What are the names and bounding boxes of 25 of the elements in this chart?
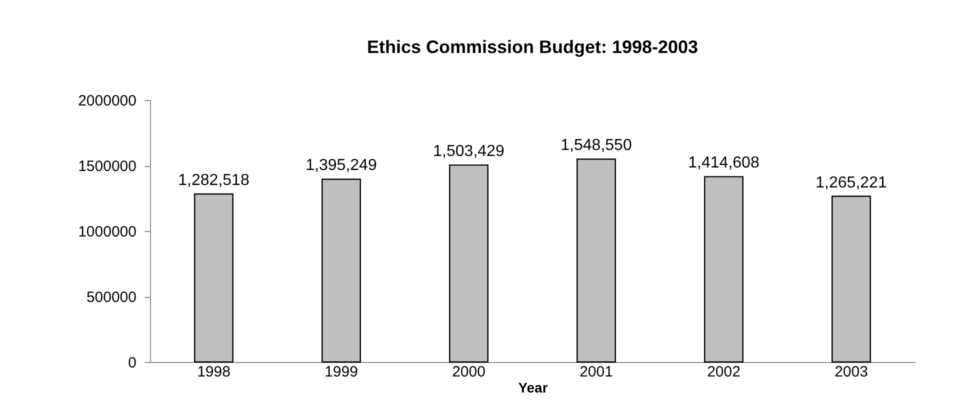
- x-tick-label: 2002: [707, 364, 740, 380]
- bar: [194, 193, 234, 363]
- data-label: 1,548,550: [560, 137, 632, 154]
- x-tick-label: 1999: [324, 364, 358, 380]
- y-tick-label: 1500000: [78, 158, 136, 175]
- x-tick-label: 2001: [580, 364, 613, 380]
- x-tick-label: 2000: [452, 364, 486, 380]
- data-label: 1,282,518: [178, 172, 250, 189]
- data-label: 1,503,429: [433, 143, 504, 160]
- x-tick-label: 1998: [197, 364, 230, 380]
- bar: [322, 178, 361, 363]
- y-tick-label: 0: [128, 354, 136, 372]
- bar: [832, 196, 871, 363]
- y-tick-label: 2000000: [78, 92, 136, 110]
- y-tick-label: 1000000: [78, 224, 136, 240]
- x-axis-title: Year: [518, 380, 548, 396]
- bar: [449, 164, 488, 363]
- data-label: 1,414,608: [688, 154, 760, 172]
- x-tick-label: 2003: [834, 364, 868, 380]
- bar: [704, 176, 744, 363]
- chart-title: Ethics Commission Budget: 1998-2003: [366, 37, 698, 57]
- data-label: 1,265,221: [816, 174, 887, 192]
- data-label: 1,395,249: [306, 157, 377, 174]
- bar: [576, 158, 616, 363]
- y-tick-label: 500000: [86, 289, 136, 306]
